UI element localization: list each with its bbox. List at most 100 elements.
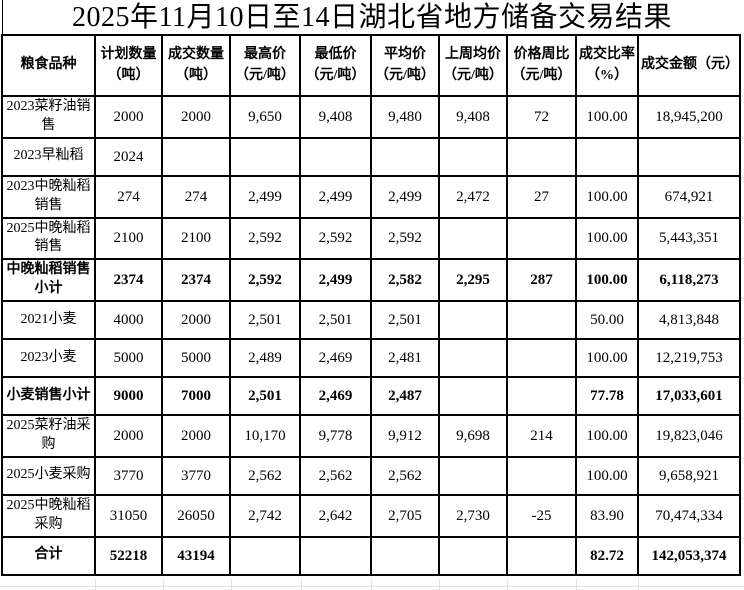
- excel-gridline: [741, 458, 744, 459]
- value-cell: 2,501: [370, 300, 440, 341]
- value-cell: [299, 136, 372, 177]
- value-cell: 2,469: [299, 376, 372, 417]
- table-row: 2023菜籽油销售 2000 2000 9,650 9,408 9,480 9,408 72 1…: [1, 95, 741, 139]
- value-cell: 2,592: [370, 216, 440, 261]
- value-cell: 43194: [161, 535, 231, 576]
- grain-variety-cell: 合计: [1, 535, 96, 576]
- column-header: 成交数量 （吨）: [161, 34, 231, 97]
- value-cell: [438, 136, 508, 177]
- grain-variety-cell: 2025菜籽油采购: [1, 414, 96, 458]
- value-cell: [370, 535, 440, 576]
- value-cell: 2,562: [229, 455, 301, 496]
- value-cell: 2000: [161, 95, 231, 139]
- value-cell: 2100: [94, 216, 163, 261]
- value-cell: 2,501: [299, 300, 372, 341]
- excel-gridline: [576, 579, 577, 590]
- table-row: 2025中晚籼稻采购 31050 26050 2,742 2,642 2,705 2,730…: [1, 493, 741, 538]
- value-cell: [299, 535, 372, 576]
- grain-variety-cell: 小麦销售小计: [1, 376, 96, 417]
- value-cell: 287: [506, 258, 577, 303]
- value-cell: 2100: [161, 216, 231, 261]
- value-cell: 274: [161, 174, 231, 219]
- value-cell: [506, 300, 577, 341]
- value-cell: 2,582: [370, 258, 440, 303]
- value-cell: 2,499: [370, 174, 440, 219]
- value-cell: 2,295: [438, 258, 508, 303]
- excel-gridline: [741, 258, 744, 259]
- column-header: 成交比率 （%）: [575, 34, 639, 97]
- value-cell: 12,219,753: [637, 338, 741, 379]
- value-cell: 2,562: [370, 455, 440, 496]
- column-header: 上周均价 （元/吨）: [438, 34, 508, 97]
- value-cell: 2,469: [299, 338, 372, 379]
- value-cell: 2,742: [229, 493, 301, 538]
- value-cell: 214: [506, 414, 577, 458]
- value-cell: 2,730: [438, 493, 508, 538]
- value-cell: 4000: [94, 300, 163, 341]
- value-cell: 2000: [161, 414, 231, 458]
- value-cell: 2,501: [229, 376, 301, 417]
- value-cell: 83.90: [575, 493, 639, 538]
- excel-gridline: [507, 579, 508, 590]
- value-cell: [575, 136, 639, 177]
- value-cell: 100.00: [575, 455, 639, 496]
- value-cell: 2,499: [299, 174, 372, 219]
- value-cell: 2000: [161, 300, 231, 341]
- value-cell: [438, 376, 508, 417]
- value-cell: 100.00: [575, 258, 639, 303]
- value-cell: 9,698: [438, 414, 508, 458]
- value-cell: 9,408: [299, 95, 372, 139]
- value-cell: 9,658,921: [637, 455, 741, 496]
- value-cell: 50.00: [575, 300, 639, 341]
- value-cell: 2,499: [299, 258, 372, 303]
- value-cell: 10,170: [229, 414, 301, 458]
- table-row: 2023小麦 5000 5000 2,489 2,469 2,481 100.00 12,21…: [1, 338, 741, 379]
- excel-gridline: [741, 138, 744, 139]
- excel-gridline: [439, 579, 440, 590]
- excel-gridline: [741, 338, 744, 339]
- excel-gridline: [741, 177, 744, 178]
- column-header: 最低价 （元/吨）: [299, 34, 372, 97]
- value-cell: 7000: [161, 376, 231, 417]
- value-cell: 100.00: [575, 216, 639, 261]
- column-header: 价格周比 （元/吨）: [506, 34, 577, 97]
- value-cell: 2374: [94, 258, 163, 303]
- value-cell: [161, 136, 231, 177]
- table-row: 2021小麦 4000 2000 2,501 2,501 2,501 50.00 4,813,…: [1, 300, 741, 341]
- value-cell: 4,813,848: [637, 300, 741, 341]
- column-header: 成交金额（元）: [637, 34, 741, 97]
- value-cell: [637, 136, 741, 177]
- value-cell: 2024: [94, 136, 163, 177]
- value-cell: [229, 535, 301, 576]
- value-cell: [438, 338, 508, 379]
- table-row: 2023中晚籼稻销售 274 274 2,499 2,499 2,499 2,472 27 10…: [1, 174, 741, 219]
- value-cell: 5000: [161, 338, 231, 379]
- value-cell: 82.72: [575, 535, 639, 576]
- value-cell: [438, 535, 508, 576]
- value-cell: 274: [94, 174, 163, 219]
- table-row: 2025小麦采购 3770 3770 2,562 2,562 2,562 100.00 9,6…: [1, 455, 741, 496]
- value-cell: 6,118,273: [637, 258, 741, 303]
- table-row: 小麦销售小计 9000 7000 2,501 2,469 2,487 77.78 17,033…: [1, 376, 741, 417]
- excel-gridline: [741, 538, 744, 539]
- value-cell: [506, 136, 577, 177]
- grain-variety-cell: 2023早籼稻: [1, 136, 96, 177]
- excel-gridline: [741, 378, 744, 379]
- table-header-row: 粮食品种 计划数量 （吨） 成交数量 （吨） 最高价 （元/吨） 最低价 （元/吨） 平均…: [1, 34, 741, 97]
- grain-variety-cell: 2025小麦采购: [1, 455, 96, 496]
- value-cell: 72: [506, 95, 577, 139]
- value-cell: 52218: [94, 535, 163, 576]
- value-cell: 70,474,334: [637, 493, 741, 538]
- value-cell: 142,053,374: [637, 535, 741, 576]
- value-cell: 2,705: [370, 493, 440, 538]
- value-cell: 2,501: [229, 300, 301, 341]
- value-cell: 2000: [94, 95, 163, 139]
- value-cell: 26050: [161, 493, 231, 538]
- value-cell: 2,592: [299, 216, 372, 261]
- table-row: 2025中晚籼稻销售 2100 2100 2,592 2,592 2,592 100.00 5…: [1, 216, 741, 261]
- value-cell: 2,481: [370, 338, 440, 379]
- table-row: 2023早籼稻 2024: [1, 136, 741, 177]
- value-cell: 9,650: [229, 95, 301, 139]
- table-row: 中晚籼稻销售小计 2374 2374 2,592 2,499 2,582 2,295 287 1…: [1, 258, 741, 303]
- value-cell: 9,408: [438, 95, 508, 139]
